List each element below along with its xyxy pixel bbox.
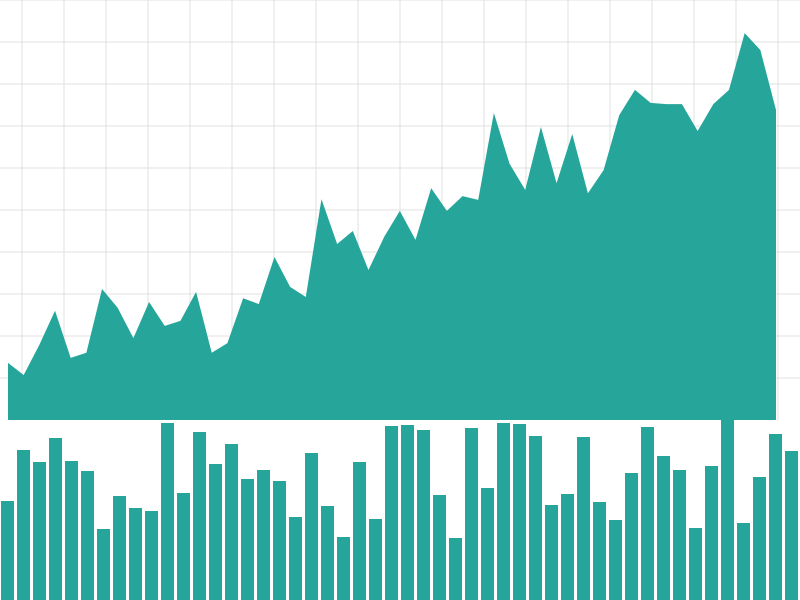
bar (337, 537, 350, 600)
bar (433, 495, 446, 600)
area (8, 33, 776, 421)
bar (497, 423, 510, 600)
bar (353, 462, 366, 600)
bar (129, 508, 142, 600)
bar (449, 538, 462, 600)
bar (209, 464, 222, 600)
bar (49, 438, 62, 600)
bar (673, 470, 686, 600)
bar (193, 432, 206, 600)
bar (529, 436, 542, 600)
bar (97, 529, 110, 600)
bar (545, 505, 558, 600)
bar (593, 502, 606, 600)
bar (753, 477, 766, 600)
bar (1, 501, 14, 600)
bar (609, 520, 622, 600)
bar (225, 444, 238, 600)
bar (689, 528, 702, 600)
bar (145, 511, 158, 600)
bar (641, 427, 654, 600)
bar (65, 461, 78, 600)
bar (161, 423, 174, 600)
bar (721, 420, 734, 600)
bar (465, 428, 478, 600)
bar (705, 466, 718, 600)
bar (33, 462, 46, 600)
bar (81, 471, 94, 600)
bar (577, 437, 590, 600)
bar (257, 470, 270, 600)
bar (625, 473, 638, 600)
bar (561, 494, 574, 600)
bar (305, 453, 318, 600)
bar (417, 430, 430, 600)
bar (113, 496, 126, 600)
bar (289, 517, 302, 600)
bar (785, 451, 798, 600)
bar (769, 434, 782, 600)
bar (241, 479, 254, 600)
bar (385, 426, 398, 600)
bar (273, 481, 286, 600)
bar (481, 488, 494, 600)
bar (369, 519, 382, 600)
bar (657, 456, 670, 600)
bar (401, 425, 414, 600)
bar (737, 523, 750, 600)
bar (513, 424, 526, 600)
bar (321, 506, 334, 600)
bar (177, 493, 190, 600)
bar (17, 450, 30, 600)
